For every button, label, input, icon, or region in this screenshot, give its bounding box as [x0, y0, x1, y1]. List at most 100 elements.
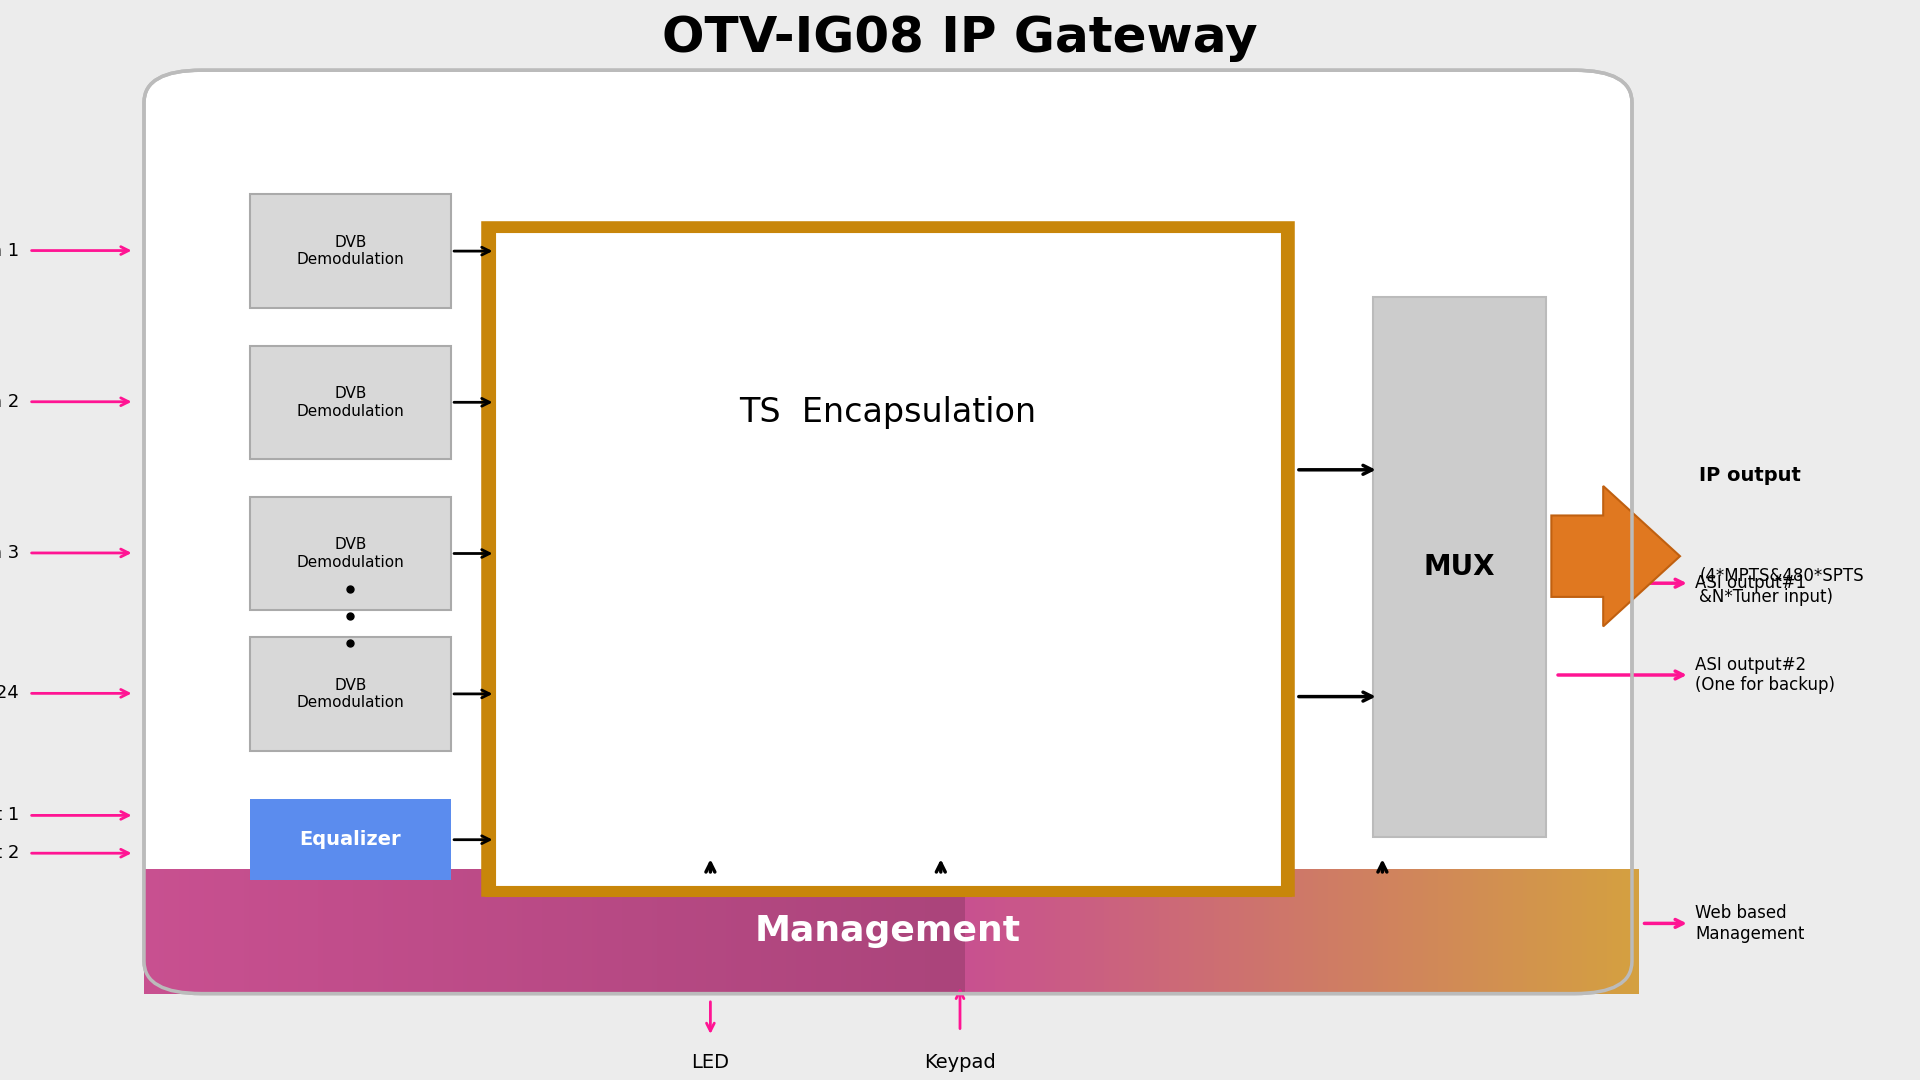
Bar [1125, 869, 1131, 994]
Text: ASI output#1: ASI output#1 [1695, 575, 1807, 592]
Bar [941, 869, 947, 994]
Bar [760, 869, 768, 994]
Bar [632, 869, 639, 994]
Bar [1079, 869, 1087, 994]
Bar [159, 869, 165, 994]
Text: Tuner in 1: Tuner in 1 [0, 242, 19, 259]
Bar [284, 869, 290, 994]
Bar [687, 869, 693, 994]
Bar [482, 869, 490, 994]
Bar [1319, 869, 1325, 994]
Bar [1582, 869, 1590, 994]
Bar [1309, 869, 1315, 994]
Bar [860, 869, 868, 994]
Bar [250, 497, 451, 610]
Bar [626, 869, 634, 994]
Bar [1413, 869, 1421, 994]
Bar [1154, 869, 1162, 994]
Bar [710, 869, 718, 994]
Bar [1373, 297, 1546, 837]
Bar [1066, 869, 1071, 994]
Bar [1432, 869, 1440, 994]
Bar [1129, 869, 1137, 994]
Bar [382, 869, 390, 994]
Bar [1235, 869, 1240, 994]
Bar [691, 869, 699, 994]
Bar [826, 869, 833, 994]
Bar [419, 869, 424, 994]
Bar [916, 869, 922, 994]
Bar [1279, 869, 1286, 994]
Text: ASI output#2
(One for backup): ASI output#2 (One for backup) [1695, 656, 1836, 694]
Bar [845, 869, 852, 994]
Bar [1528, 869, 1534, 994]
Bar [1382, 869, 1390, 994]
Bar [1229, 869, 1236, 994]
Bar [722, 869, 728, 994]
Text: Tuner in 2: Tuner in 2 [0, 393, 19, 410]
Bar [1089, 869, 1096, 994]
Bar [1194, 869, 1200, 994]
Bar [931, 869, 937, 994]
Text: Keypad: Keypad [924, 1053, 996, 1072]
Bar [528, 869, 534, 994]
Bar [856, 869, 862, 994]
Bar [1369, 869, 1375, 994]
Bar [478, 869, 484, 994]
Bar [1135, 869, 1140, 994]
Bar [204, 869, 211, 994]
Bar [163, 869, 171, 994]
Bar [1248, 869, 1256, 994]
Bar [1114, 869, 1121, 994]
Bar [403, 869, 409, 994]
Bar [741, 869, 749, 994]
Bar [1542, 869, 1549, 994]
Bar [756, 869, 762, 994]
Bar [1613, 869, 1619, 994]
Bar [716, 869, 724, 994]
Bar [1553, 869, 1559, 994]
Text: Equalizer: Equalizer [300, 831, 401, 849]
Bar [1567, 869, 1574, 994]
Bar [597, 869, 603, 994]
Bar [1344, 869, 1350, 994]
Bar [372, 869, 380, 994]
Bar [1538, 869, 1544, 994]
Bar [1288, 869, 1296, 994]
Bar [1563, 869, 1569, 994]
Bar [1507, 869, 1515, 994]
Bar [785, 869, 793, 994]
Bar [538, 869, 543, 994]
Bar [1169, 869, 1177, 994]
Bar [294, 869, 300, 994]
Bar [1438, 869, 1444, 994]
Bar [194, 869, 202, 994]
Bar [1622, 869, 1628, 994]
Polygon shape [1551, 486, 1680, 626]
Bar [175, 869, 180, 994]
Bar [1139, 869, 1146, 994]
Bar [578, 869, 584, 994]
Bar [1588, 869, 1594, 994]
Bar [188, 869, 196, 994]
Text: OTV-IG08 IP Gateway: OTV-IG08 IP Gateway [662, 14, 1258, 62]
Bar [1394, 869, 1400, 994]
Bar [1379, 869, 1384, 994]
Bar [1223, 869, 1231, 994]
Bar [1363, 869, 1371, 994]
Bar [891, 869, 897, 994]
Text: Tuner in 24: Tuner in 24 [0, 685, 19, 702]
Bar [278, 869, 286, 994]
Bar [309, 869, 315, 994]
Bar [1060, 869, 1068, 994]
Bar [1388, 869, 1396, 994]
Bar [228, 869, 236, 994]
Bar [319, 869, 324, 994]
Bar [1617, 869, 1624, 994]
Bar [591, 869, 599, 994]
Bar [1263, 869, 1271, 994]
Bar [150, 869, 156, 994]
Bar [822, 869, 828, 994]
Bar [1453, 869, 1459, 994]
Bar [1204, 869, 1212, 994]
